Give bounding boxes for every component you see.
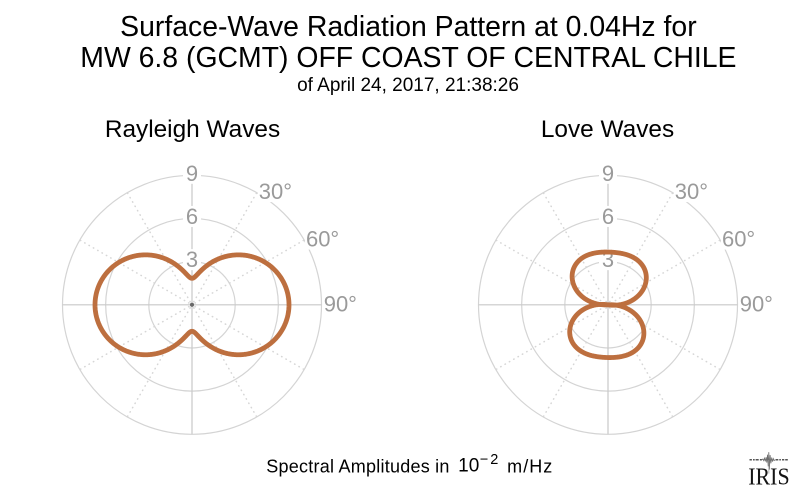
svg-text:60°: 60°: [306, 227, 339, 252]
svg-text:IRIS: IRIS: [748, 463, 789, 491]
svg-text:30°: 30°: [675, 179, 708, 204]
svg-text:90°: 90°: [740, 291, 773, 316]
svg-text:3: 3: [186, 247, 198, 272]
svg-text:Rayleigh Waves: Rayleigh Waves: [105, 116, 280, 143]
svg-text:90°: 90°: [324, 291, 357, 316]
svg-text:of April 24, 2017, 21:38:26: of April 24, 2017, 21:38:26: [297, 75, 519, 96]
svg-text:60°: 60°: [722, 227, 755, 252]
svg-text:6: 6: [186, 204, 198, 229]
svg-text:6: 6: [602, 204, 614, 229]
svg-text:Love Waves: Love Waves: [541, 116, 674, 143]
svg-text:Surface-Wave Radiation Pattern: Surface-Wave Radiation Pattern at 0.04Hz…: [120, 11, 697, 43]
svg-text:9: 9: [602, 161, 614, 186]
svg-text:30°: 30°: [259, 179, 292, 204]
svg-text:MW 6.8 (GCMT) OFF COAST OF CEN: MW 6.8 (GCMT) OFF COAST OF CENTRAL CHILE: [80, 42, 736, 74]
svg-text:9: 9: [186, 161, 198, 186]
